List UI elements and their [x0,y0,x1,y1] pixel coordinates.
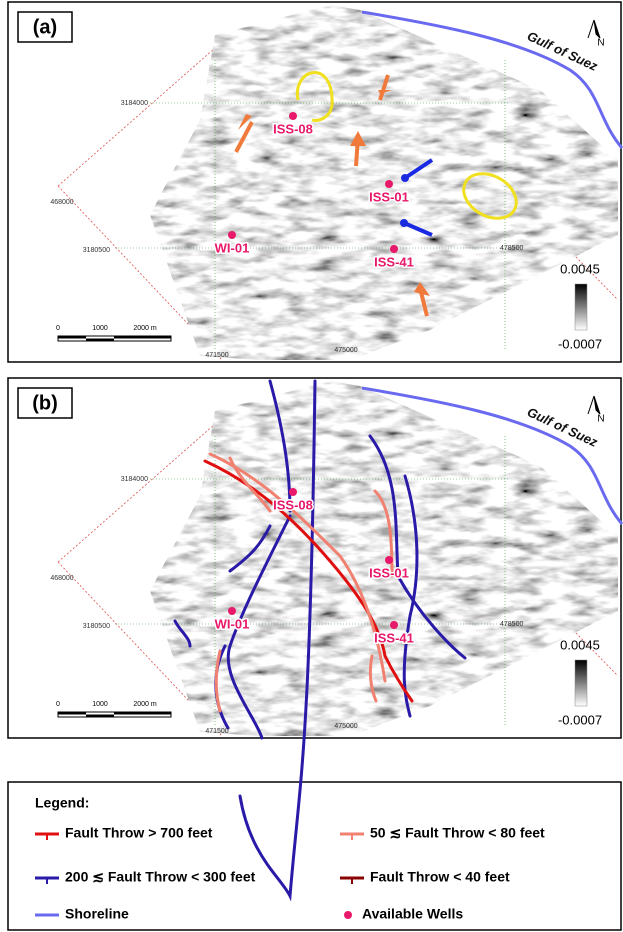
legend-label: 50 ≲ Fault Throw < 80 feet [370,825,545,841]
panel-label: (a) [33,16,57,38]
well-label: ISS-41 [374,630,414,645]
coordinate-label: 475000 [334,347,357,354]
colorbar [575,660,587,706]
legend-label: Shoreline [65,906,129,922]
legend-label: Available Wells [362,906,463,922]
coordinate-label: 471500 [205,728,228,735]
well-marker [289,488,297,496]
well-marker [385,180,393,188]
colorbar-max: 0.0045 [560,261,600,276]
coordinate-label: 468000 [50,575,73,582]
well-marker [390,621,398,629]
legend-label: 200 ≲ Fault Throw < 300 feet [65,869,256,885]
coordinate-label: 475000 [334,723,357,730]
blue-arrowhead [400,219,408,227]
well-marker [390,245,398,253]
coordinate-label: 3180500 [83,623,110,630]
coordinate-label: 468000 [50,199,73,206]
blue-arrowhead [401,174,409,182]
coordinate-label: 3184000 [121,476,148,483]
colorbar-min: -0.0007 [558,336,602,351]
scale-label: 1000 [92,325,108,332]
north-label: N [597,38,604,49]
colorbar [575,284,587,330]
figure: Gulf of SuezN318400031805004680004785004… [0,0,623,932]
well-label: ISS-08 [273,497,313,512]
scale-label: 0 [56,325,60,332]
scale-label: 0 [56,701,60,708]
coordinate-label: 471500 [205,352,228,359]
map-panel: Gulf of SuezN318400031805004680004785004… [8,0,622,362]
well-label: ISS-41 [374,254,414,269]
scale-label: 2000 m [133,701,157,708]
coordinate-label: 478500 [500,245,523,252]
well-label: ISS-08 [273,121,313,136]
legend-label: Fault Throw > 700 feet [65,825,213,841]
well-marker [289,112,297,120]
scale-label: 1000 [92,701,108,708]
colorbar-max: 0.0045 [560,637,600,652]
coordinate-label: 3180500 [83,247,110,254]
well-marker [228,231,236,239]
well-marker [385,556,393,564]
north-label: N [597,414,604,425]
well-label: ISS-01 [369,189,409,204]
coordinate-label: 478500 [500,621,523,628]
colorbar-min: -0.0007 [558,712,602,727]
well-label: ISS-01 [369,565,409,580]
legend-symbol [344,911,352,919]
well-label: WI-01 [215,240,250,255]
panel-label: (b) [32,392,58,414]
scale-label: 2000 m [133,325,157,332]
legend-label: Fault Throw < 40 feet [370,869,510,885]
well-marker [228,607,236,615]
legend-title: Legend: [35,795,89,811]
well-label: WI-01 [215,616,250,631]
coordinate-label: 3184000 [121,100,148,107]
